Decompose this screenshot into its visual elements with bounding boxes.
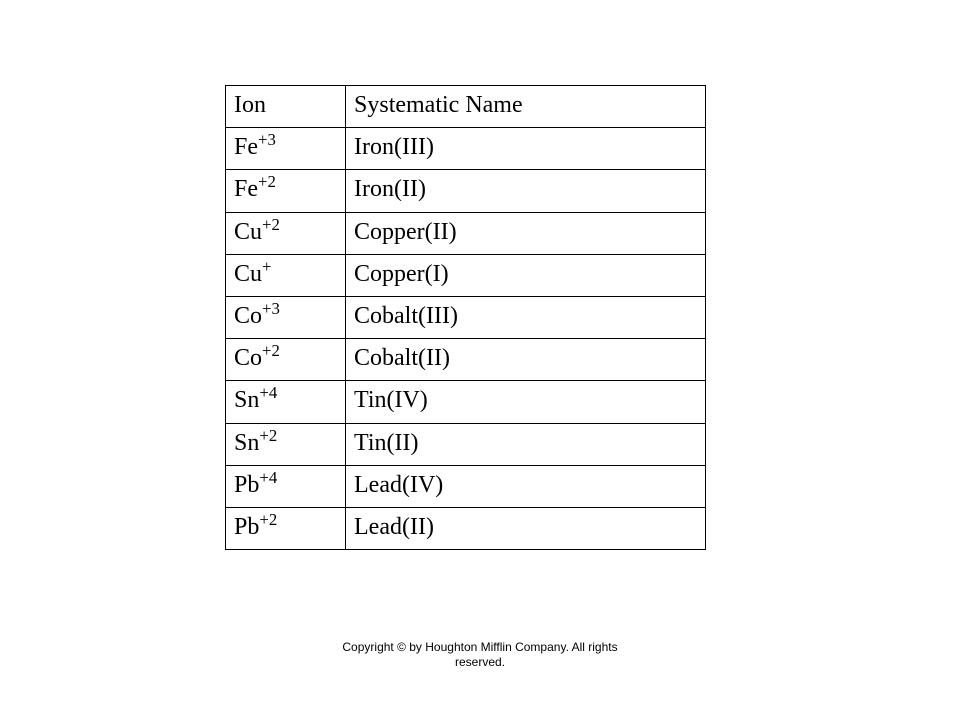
ion-cell: Cu+	[226, 254, 346, 296]
ion-symbol: Cu	[234, 261, 262, 287]
name-cell: Lead(IV)	[346, 465, 706, 507]
ion-symbol: Pb	[234, 514, 259, 540]
ion-symbol: Co	[234, 303, 262, 329]
ion-cell: Fe+2	[226, 170, 346, 212]
ion-cell: Co+2	[226, 339, 346, 381]
ion-symbol: Fe	[234, 176, 258, 202]
page: Ion Systematic Name Fe+3 Iron(III) Fe+2 …	[0, 0, 960, 720]
ion-symbol: Pb	[234, 472, 259, 498]
table-row: Fe+3 Iron(III)	[226, 128, 706, 170]
name-cell: Iron(III)	[346, 128, 706, 170]
name-cell: Copper(I)	[346, 254, 706, 296]
ion-symbol: Co	[234, 345, 262, 371]
header-name: Systematic Name	[346, 86, 706, 128]
ion-cell: Cu+2	[226, 212, 346, 254]
table-row: Pb+2 Lead(II)	[226, 507, 706, 549]
ion-cell: Sn+2	[226, 423, 346, 465]
table-row: Sn+2 Tin(II)	[226, 423, 706, 465]
ion-table: Ion Systematic Name Fe+3 Iron(III) Fe+2 …	[225, 85, 706, 550]
ion-charge: +4	[259, 383, 277, 402]
table-row: Fe+2 Iron(II)	[226, 170, 706, 212]
ion-cell: Sn+4	[226, 381, 346, 423]
ion-charge: +2	[259, 426, 277, 445]
name-cell: Lead(II)	[346, 507, 706, 549]
table-row: Pb+4 Lead(IV)	[226, 465, 706, 507]
table-row: Co+2 Cobalt(II)	[226, 339, 706, 381]
ion-charge: +	[262, 257, 271, 276]
ion-symbol: Sn	[234, 387, 259, 413]
ion-charge: +2	[262, 341, 280, 360]
name-cell: Tin(IV)	[346, 381, 706, 423]
ion-charge: +3	[258, 130, 276, 149]
table-row: Sn+4 Tin(IV)	[226, 381, 706, 423]
ion-charge: +4	[259, 468, 277, 487]
table-row: Cu+2 Copper(II)	[226, 212, 706, 254]
ion-charge: +2	[259, 510, 277, 529]
header-ion: Ion	[226, 86, 346, 128]
copyright-text: Copyright © by Houghton Mifflin Company.…	[320, 640, 640, 670]
name-cell: Cobalt(II)	[346, 339, 706, 381]
ion-cell: Fe+3	[226, 128, 346, 170]
ion-charge: +3	[262, 299, 280, 318]
name-cell: Cobalt(III)	[346, 296, 706, 338]
ion-symbol: Sn	[234, 430, 259, 456]
ion-cell: Co+3	[226, 296, 346, 338]
table-row: Co+3 Cobalt(III)	[226, 296, 706, 338]
name-cell: Iron(II)	[346, 170, 706, 212]
name-cell: Copper(II)	[346, 212, 706, 254]
ion-symbol: Cu	[234, 219, 262, 245]
name-cell: Tin(II)	[346, 423, 706, 465]
ion-charge: +2	[258, 172, 276, 191]
ion-cell: Pb+4	[226, 465, 346, 507]
ion-charge: +2	[262, 215, 280, 234]
ion-cell: Pb+2	[226, 507, 346, 549]
ion-symbol: Fe	[234, 134, 258, 160]
table-header-row: Ion Systematic Name	[226, 86, 706, 128]
table-row: Cu+ Copper(I)	[226, 254, 706, 296]
